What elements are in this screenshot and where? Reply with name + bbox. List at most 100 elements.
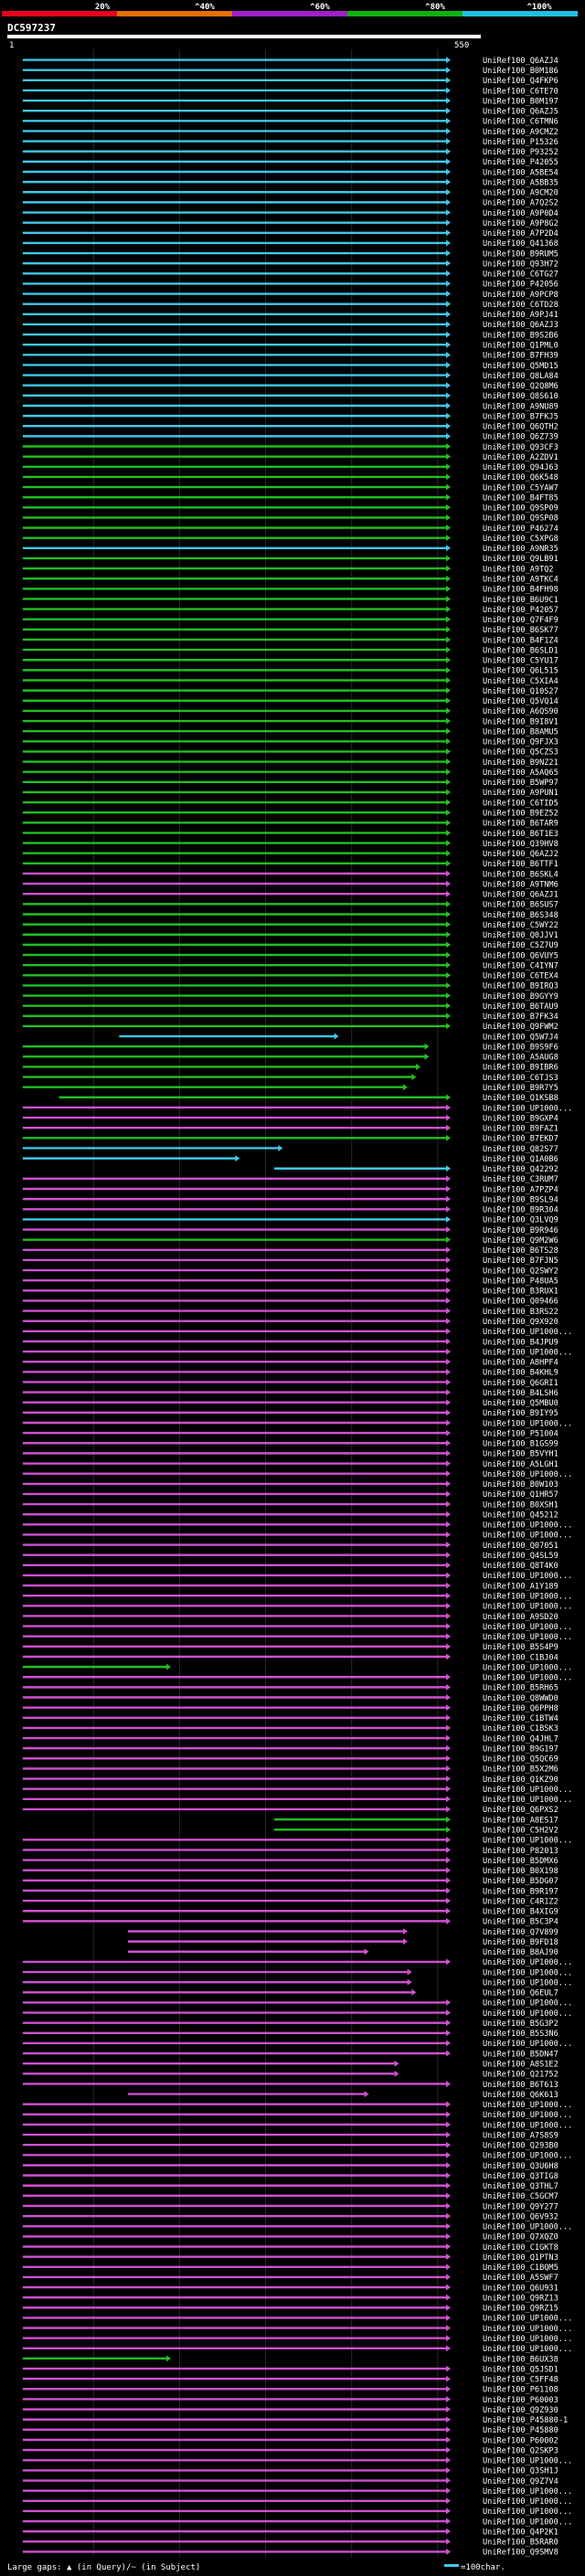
hit-row[interactable]: UniRef100_UP1000... [22,1978,572,1988]
hit-row[interactable]: UniRef100_UP1000... [22,2325,572,2334]
hit-label[interactable]: UniRef100_C5WY22 [483,921,558,930]
hit-row[interactable]: UniRef100_Q4FKP6 [22,77,558,86]
hit-label[interactable]: UniRef100_B4KHL9 [483,1369,558,1378]
hit-label[interactable]: UniRef100_B6SKL4 [483,870,558,879]
hit-label[interactable]: UniRef100_B7EKD7 [483,1135,558,1144]
hit-row[interactable]: UniRef100_B9S2B6 [22,331,558,340]
hit-label[interactable]: UniRef100_B5C3P4 [483,1918,558,1927]
hit-row[interactable]: UniRef100_Q9SP08 [22,514,558,524]
hit-row[interactable]: UniRef100_Q5W7J4 [119,1033,558,1042]
hit-row[interactable]: UniRef100_B6SLD1 [22,646,558,655]
hit-label[interactable]: UniRef100_B3RS22 [483,1308,558,1317]
hit-label[interactable]: UniRef100_UP1000... [483,2497,572,2507]
hit-label[interactable]: UniRef100_A5LGH1 [483,1460,558,1469]
hit-label[interactable]: UniRef100_UP1000... [483,1978,572,1988]
hit-label[interactable]: UniRef100_Q07051 [483,1542,558,1551]
hit-label[interactable]: UniRef100_A7P2D4 [483,229,558,239]
hit-row[interactable]: UniRef100_Q9RZ15 [22,2305,558,2314]
hit-row[interactable]: UniRef100_Q21752 [22,2071,558,2080]
hit-row[interactable]: UniRef100_P60002 [22,2436,558,2445]
hit-label[interactable]: UniRef100_A9TQ2 [483,565,554,574]
hit-label[interactable]: UniRef100_Q10S27 [483,687,558,696]
hit-row[interactable]: UniRef100_B0M197 [22,97,558,106]
hit-row[interactable]: UniRef100_C1BTW4 [22,1714,558,1723]
hit-row[interactable]: UniRef100_Q09466 [22,1298,558,1307]
hit-row[interactable]: UniRef100_Q9RZ13 [22,2294,558,2303]
hit-label[interactable]: UniRef100_Q6AZJ4 [483,57,558,66]
hit-label[interactable]: UniRef100_A5AUG8 [483,1054,558,1063]
hit-label[interactable]: UniRef100_B6TS28 [483,1246,558,1256]
hit-row[interactable]: UniRef100_Q1A0B6 [22,1155,558,1164]
hit-label[interactable]: UniRef100_Q6AZJ1 [483,891,558,900]
hit-row[interactable]: UniRef100_Q6AZJ3 [22,321,558,330]
hit-row[interactable]: UniRef100_Q93CF3 [22,443,558,452]
hit-row[interactable]: UniRef100_C5XIA4 [22,677,558,686]
hit-label[interactable]: UniRef100_A6QS90 [483,707,558,716]
hit-label[interactable]: UniRef100_B9IRQ3 [483,982,558,991]
hit-label[interactable]: UniRef100_B7FK34 [483,1012,558,1022]
hit-label[interactable]: UniRef100_B5RAR0 [483,2539,558,2548]
hit-label[interactable]: UniRef100_Q6AZJ3 [483,321,558,330]
hit-row[interactable]: UniRef100_C1BJ04 [22,1653,558,1662]
hit-row[interactable]: UniRef100_B9R7Y5 [22,1084,558,1093]
hit-row[interactable]: UniRef100_Q9Y277 [22,2202,558,2211]
hit-label[interactable]: UniRef100_B6SK77 [483,626,558,635]
hit-label[interactable]: UniRef100_C5YU17 [483,657,558,666]
hit-label[interactable]: UniRef100_B9RUM5 [483,249,558,259]
hit-row[interactable]: UniRef100_B3RUX1 [22,1288,558,1297]
hit-row[interactable]: UniRef100_A9NR35 [22,545,558,554]
hit-label[interactable]: UniRef100_UP1000... [483,1328,572,1337]
hit-label[interactable]: UniRef100_C6TG27 [483,270,558,280]
hit-row[interactable]: UniRef100_UP1000... [22,1348,572,1357]
hit-label[interactable]: UniRef100_Q1KZ90 [483,1776,558,1785]
hit-row[interactable]: UniRef100_B9R197 [22,1887,558,1896]
hit-row[interactable]: UniRef100_C1GKT8 [22,2243,558,2253]
hit-label[interactable]: UniRef100_B9I8V1 [483,717,558,726]
hit-row[interactable]: UniRef100_Q5CZS3 [22,748,558,758]
hit-label[interactable]: UniRef100_P46274 [483,525,558,534]
hit-label[interactable]: UniRef100_B4FT85 [483,493,558,503]
hit-row[interactable]: UniRef100_B5DG07 [22,1877,558,1886]
hit-row[interactable]: UniRef100_UP1000... [22,2040,572,2049]
hit-label[interactable]: UniRef100_UP1000... [483,1623,572,1632]
hit-row[interactable]: UniRef100_Q7F4F9 [22,616,558,625]
hit-row[interactable]: UniRef100_Q3LVQ9 [22,1216,558,1225]
hit-row[interactable]: UniRef100_Q6U931 [22,2284,558,2293]
hit-label[interactable]: UniRef100_A5BE54 [483,168,558,177]
hit-label[interactable]: UniRef100_Q6AZJ2 [483,850,558,859]
hit-label[interactable]: UniRef100_UP1000... [483,2152,572,2161]
hit-label[interactable]: UniRef100_A9P8G2 [483,219,558,228]
hit-row[interactable]: UniRef100_Q6K548 [22,473,558,482]
hit-label[interactable]: UniRef100_Q4JHL7 [483,1734,558,1744]
hit-label[interactable]: UniRef100_B5S3N6 [483,2030,558,2039]
hit-label[interactable]: UniRef100_Q94J63 [483,463,558,472]
hit-label[interactable]: UniRef100_C3RUM7 [483,1175,558,1184]
hit-row[interactable]: UniRef100_B9RUM5 [22,249,558,259]
hit-row[interactable]: UniRef100_Q8WWD0 [22,1694,558,1703]
hit-row[interactable]: UniRef100_B7FH39 [22,352,558,361]
hit-row[interactable]: UniRef100_A8S1E2 [22,2060,558,2069]
hit-row[interactable]: UniRef100_P93252 [22,148,558,157]
hit-row[interactable]: UniRef100_Q9SP09 [22,504,558,514]
hit-label[interactable]: UniRef100_Q09466 [483,1298,558,1307]
hit-row[interactable]: UniRef100_B6S348 [22,911,558,920]
hit-label[interactable]: UniRef100_B9R197 [483,1887,558,1896]
hit-label[interactable]: UniRef100_Q2Q8M6 [483,382,558,391]
hit-row[interactable]: UniRef100_B9R304 [22,1206,558,1215]
hit-label[interactable]: UniRef100_Q4P2K1 [483,2528,558,2537]
hit-label[interactable]: UniRef100_Q9LB91 [483,555,558,564]
hit-label[interactable]: UniRef100_UP1000... [483,2507,572,2517]
hit-label[interactable]: UniRef100_Q5QC69 [483,1755,558,1765]
hit-row[interactable]: UniRef100_B5C3P4 [22,1918,558,1927]
hit-row[interactable]: UniRef100_UP1000... [22,1572,572,1581]
hit-label[interactable]: UniRef100_Q9X920 [483,1318,558,1327]
hit-row[interactable]: UniRef100_Q7XQZ0 [22,2233,558,2242]
hit-row[interactable]: UniRef100_B0M186 [22,67,558,76]
hit-row[interactable]: UniRef100_B8AMU5 [22,727,558,737]
hit-label[interactable]: UniRef100_UP1000... [483,1419,572,1428]
hit-label[interactable]: UniRef100_Q6PXS2 [483,1806,558,1815]
hit-label[interactable]: UniRef100_Q3LVQ9 [483,1216,558,1225]
hit-label[interactable]: UniRef100_C1BTW4 [483,1714,558,1723]
hit-label[interactable]: UniRef100_P42055 [483,158,558,167]
hit-row[interactable]: UniRef100_UP1000... [22,1328,572,1337]
